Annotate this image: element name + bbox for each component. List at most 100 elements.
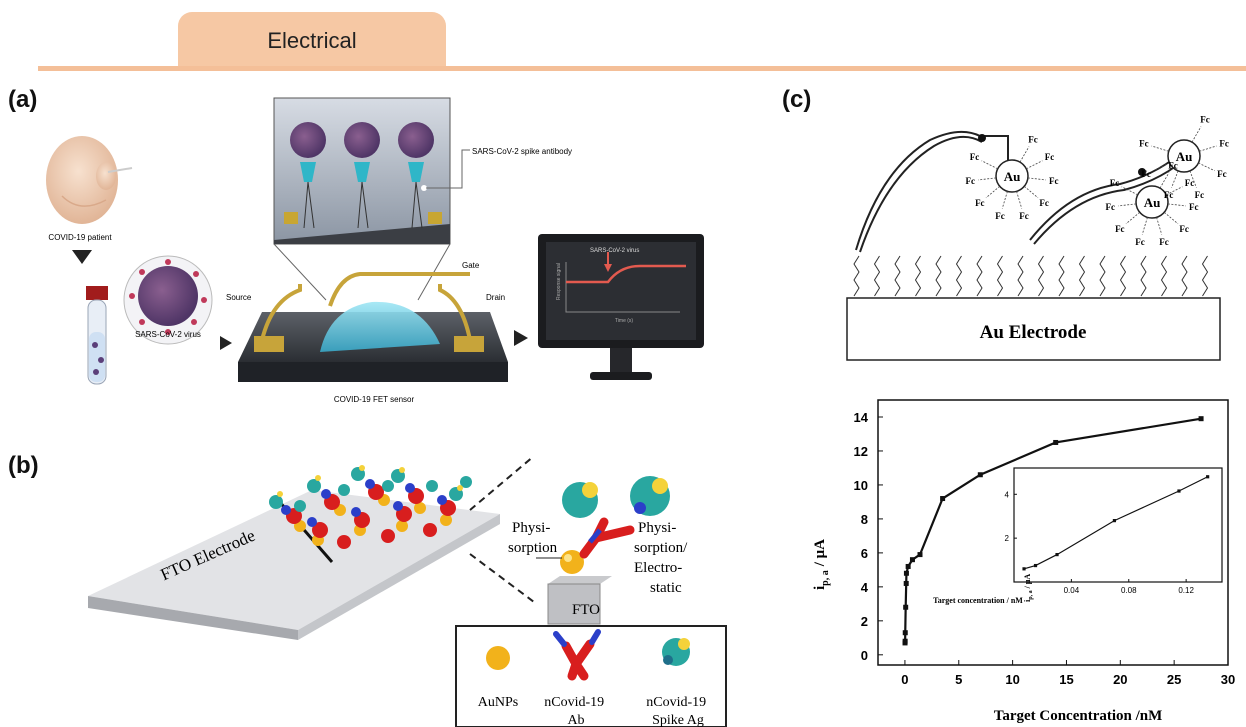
data-point bbox=[903, 604, 909, 610]
fc-label: Fc bbox=[1045, 152, 1055, 162]
fc-label: Fc bbox=[1139, 139, 1149, 149]
au-nanoparticle-2: Au bbox=[1167, 139, 1201, 173]
fc-label: Fc bbox=[966, 176, 976, 186]
fc-label: Fc bbox=[1164, 190, 1174, 200]
patient-label: COVID-19 patient bbox=[48, 233, 112, 242]
data-point bbox=[905, 563, 911, 569]
y-tick-label: 10 bbox=[854, 478, 868, 493]
virus-label: SARS-CoV-2 virus bbox=[135, 330, 201, 339]
svg-text:Au: Au bbox=[1004, 169, 1021, 184]
antigen-legend-icon bbox=[662, 638, 690, 666]
fc-label: Fc bbox=[1110, 178, 1120, 188]
section-tab: Electrical bbox=[178, 12, 446, 70]
au-nanoparticle-3: Au bbox=[1135, 185, 1169, 219]
legend-antibody-label: nCovid-19 Ab bbox=[544, 695, 607, 727]
legend-box bbox=[455, 625, 727, 727]
fc-label: Fc bbox=[970, 152, 980, 162]
arrow-down-icon bbox=[72, 250, 92, 264]
antibody-label: SARS-CoV-2 spike antibody bbox=[472, 147, 572, 156]
monitor-icon bbox=[538, 234, 704, 380]
legend-aunps-label: AuNPs bbox=[478, 695, 518, 710]
fc-label: Fc bbox=[995, 211, 1005, 221]
x-axis-label: Target Concentration /nM bbox=[994, 708, 1163, 724]
patient-head-icon bbox=[46, 136, 133, 224]
panel-c-label: (c) bbox=[782, 86, 812, 113]
fc-label: Fc bbox=[1135, 237, 1145, 247]
inset-x-tick-label: 0.04 bbox=[1064, 586, 1080, 595]
inset-x-tick-label: 0.12 bbox=[1178, 586, 1194, 595]
fet-sensor-chip bbox=[238, 272, 508, 382]
panel-c-schematic: Au Electrode Au Au Au FcFcFcFcFcFcFcFcFc… bbox=[846, 115, 1229, 361]
au-electrode-block bbox=[846, 297, 1221, 361]
y-tick-label: 12 bbox=[854, 444, 868, 459]
y-tick-label: 8 bbox=[861, 512, 868, 527]
plot-frame bbox=[877, 399, 1229, 666]
ferrocene-labels: FcFcFcFcFcFcFcFcFcFcFcFcFcFcFcFcFcFcFcFc… bbox=[966, 115, 1229, 248]
fc-label: Fc bbox=[1106, 202, 1116, 212]
legend-antigen-label: nCovid-19 Spike Ag bbox=[646, 695, 709, 727]
arrow-right-icon bbox=[514, 330, 528, 346]
fto-label: FTO bbox=[572, 602, 600, 618]
source-label: Source bbox=[226, 293, 252, 302]
data-point bbox=[940, 496, 946, 502]
inset-data-point bbox=[1055, 552, 1059, 557]
x-tick-label: 0 bbox=[901, 672, 908, 687]
fc-label: Fc bbox=[1159, 237, 1169, 247]
panel-a-illustration: COVID-19 patient SARS-CoV-2 virus bbox=[46, 97, 704, 404]
data-point bbox=[1053, 439, 1059, 445]
sensor-label: COVID-19 FET sensor bbox=[334, 395, 415, 404]
panel-b-illustration: FTO Electrode bbox=[88, 455, 727, 727]
fc-label: Fc bbox=[1039, 198, 1049, 208]
protein-cluster bbox=[269, 465, 472, 549]
arrow-right-icon bbox=[220, 336, 232, 350]
panel-a-label: (a) bbox=[8, 86, 38, 113]
fc-label: Fc bbox=[1195, 190, 1205, 200]
inset-data-point bbox=[1177, 489, 1181, 493]
inset-y-tick-label: 2 bbox=[1005, 534, 1010, 543]
panel-b-label: (b) bbox=[8, 452, 39, 479]
fc-label: Fc bbox=[1179, 224, 1189, 234]
monitor-x-label: Time (s) bbox=[615, 318, 633, 324]
y-tick-label: 0 bbox=[861, 648, 868, 663]
data-point bbox=[977, 472, 983, 478]
monitor-y-label: Response signal bbox=[556, 263, 562, 300]
monolayer-chains bbox=[853, 255, 1209, 297]
physisorption-left-label: Physi- sorption bbox=[508, 520, 558, 556]
zoom-dashes bbox=[469, 455, 535, 603]
inset-data-point bbox=[1033, 563, 1038, 568]
y-axis-label: ip, a/ μA bbox=[812, 539, 831, 590]
inset-y-tick-label: 4 bbox=[1005, 490, 1010, 499]
y-tick-label: 4 bbox=[861, 580, 869, 595]
dna-strand-right bbox=[1029, 159, 1173, 241]
physisorption-right-label: Physi- sorption/ Electro- static bbox=[634, 520, 691, 596]
data-point bbox=[917, 552, 923, 558]
antibody-legend-icon bbox=[553, 629, 601, 681]
fc-label: Fc bbox=[1217, 169, 1227, 179]
x-tick-label: 10 bbox=[1005, 672, 1019, 687]
y-tick-label: 6 bbox=[861, 546, 868, 561]
fc-label: Fc bbox=[1200, 115, 1210, 125]
fc-label: Fc bbox=[1189, 202, 1199, 212]
inset-data-point bbox=[1206, 475, 1210, 479]
gate-label: Gate bbox=[462, 261, 480, 270]
svg-text:Au: Au bbox=[1176, 149, 1193, 164]
au-nanoparticle-1: Au bbox=[995, 159, 1029, 193]
au-electrode-label: Au Electrode bbox=[980, 322, 1087, 343]
inset-data-point bbox=[1022, 567, 1026, 571]
fc-label: Fc bbox=[1049, 176, 1059, 186]
section-divider bbox=[38, 66, 1246, 71]
fc-label: Fc bbox=[1185, 178, 1195, 188]
panel-c-chart: 0 5 10 15 20 25 30 0 2 4 6 8 10 12 14 0.04 0.08 0.12 2 4 T… bbox=[812, 399, 1235, 724]
aunp-legend-icon bbox=[486, 646, 510, 670]
fc-label: Fc bbox=[975, 198, 985, 208]
section-tab-label: Electrical bbox=[267, 28, 357, 53]
fc-label: Fc bbox=[1219, 139, 1229, 149]
monitor-virus-label: SARS-CoV-2 virus bbox=[590, 248, 639, 254]
fto-zoom-detail bbox=[547, 476, 670, 625]
inset-data-point bbox=[1112, 519, 1117, 523]
data-point bbox=[909, 557, 915, 563]
inset-series-line bbox=[1023, 476, 1208, 570]
fc-label: Fc bbox=[1141, 169, 1151, 179]
virus-icon bbox=[123, 255, 213, 345]
data-point bbox=[903, 580, 909, 586]
